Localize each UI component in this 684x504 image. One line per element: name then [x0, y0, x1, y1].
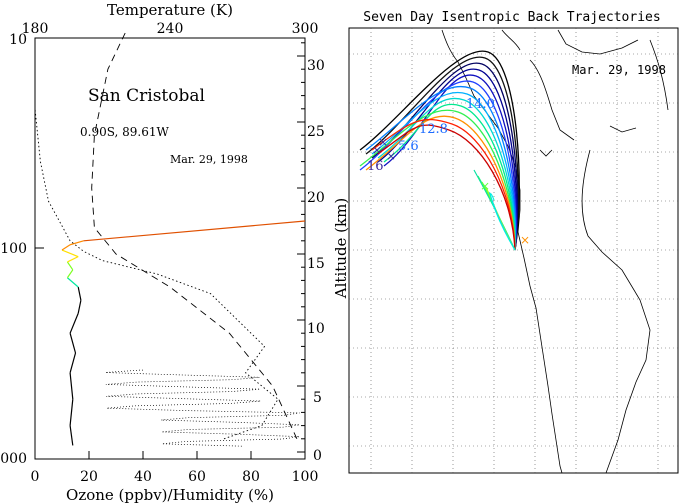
x-bottom-tick-0: 0 — [31, 469, 40, 485]
station-location: 0.90S, 89.61W — [80, 125, 169, 139]
trajectory-label-5-6: 5.6 — [398, 139, 419, 154]
y-right-tick-15: 15 — [307, 256, 325, 272]
trajectory-line — [383, 74, 517, 251]
coastline-segment — [539, 149, 553, 157]
x-top-axis-label: Temperature (K) — [107, 1, 233, 19]
coastline-segment — [557, 29, 639, 55]
x-top-tick-240: 240 — [157, 21, 184, 37]
coastline-segment — [501, 29, 521, 51]
trajectory-line — [377, 97, 516, 251]
y-left-tick-1000: 000 — [0, 451, 27, 467]
x-bottom-axis-label: Ozone (ppbv)/Humidity (%) — [66, 486, 274, 504]
x-bottom-tick-40: 40 — [134, 469, 152, 485]
ozone-segment — [69, 240, 84, 246]
trajectory-label-12-8: 12.8 — [419, 122, 448, 137]
ozone-segment — [61, 244, 71, 251]
trajectory-line — [359, 80, 517, 251]
x-bottom-tick-80: 80 — [242, 469, 260, 485]
trajectory-marker: × — [372, 143, 382, 157]
trajectory-marker: × — [378, 135, 388, 149]
map-date: Mar. 29, 1998 — [572, 63, 666, 77]
ozone-segment — [77, 286, 82, 301]
trajectory-marker: × — [386, 149, 396, 163]
ozone-segment — [69, 425, 74, 446]
x-top-tick-180: 180 — [22, 21, 49, 37]
trajectory-line-short — [489, 193, 516, 251]
ozone-segment — [66, 269, 74, 279]
ozone-segment — [67, 256, 79, 263]
sounding-axis-ticks — [34, 37, 306, 460]
trajectory-label-16: 16 — [367, 159, 384, 174]
trajectory-line — [377, 124, 516, 251]
ozone-segment — [61, 249, 79, 258]
ozone-segment — [66, 261, 74, 271]
trajectory-line — [371, 118, 516, 251]
ozone-segment — [69, 372, 74, 400]
coastline-segment — [609, 125, 637, 133]
trajectory-panel: Seven Day Isentropic Back Trajectories ×… — [348, 10, 679, 474]
y-left-tick-10: 10 — [9, 32, 27, 48]
x-bottom-tick-60: 60 — [188, 469, 206, 485]
ozone-segment — [69, 313, 79, 334]
map-grid — [349, 28, 678, 473]
station-name: San Cristobal — [88, 86, 205, 106]
trajectory-marker: × — [480, 179, 490, 193]
y-right-tick-10: 10 — [307, 321, 325, 337]
coastline-segment — [649, 39, 669, 111]
y-right-axis-label: Altitude (km) — [332, 198, 350, 299]
ozone-segment — [69, 352, 77, 373]
y-right-tick-5: 5 — [313, 390, 322, 406]
coastline-segment — [529, 59, 575, 141]
ozone-segment — [67, 277, 79, 288]
map-title: Seven Day Isentropic Back Trajectories — [363, 10, 660, 25]
sounding-panel: 0 20 40 60 80 100 Ozone (ppbv)/Humidity … — [0, 1, 350, 504]
y-right-tick-0: 0 — [313, 448, 322, 464]
map-frame — [348, 27, 679, 474]
trajectory-line — [371, 62, 519, 251]
trajectory-line — [371, 91, 516, 251]
x-bottom-tick-20: 20 — [80, 469, 98, 485]
trajectory-line — [359, 109, 516, 251]
ozone-segment — [77, 300, 82, 314]
trajectory-marker: × — [520, 233, 530, 247]
x-bottom-tick-100: 100 — [292, 469, 319, 485]
trajectory-line — [365, 85, 517, 251]
ozone-segment — [69, 399, 74, 426]
sounding-date: Mar. 29, 1998 — [170, 153, 248, 166]
coastline-segment — [441, 29, 563, 474]
coastline — [441, 29, 669, 474]
ozone-segment — [83, 220, 306, 242]
y-right-tick-20: 20 — [307, 190, 325, 206]
y-right-tick-30: 30 — [307, 58, 325, 74]
y-right-tick-25: 25 — [307, 124, 325, 140]
humidity-noise — [105, 369, 300, 447]
trajectory-line — [365, 115, 516, 251]
y-left-tick-100: 100 — [0, 241, 27, 257]
x-top-tick-300: 300 — [292, 21, 319, 37]
ozone-segment — [69, 333, 77, 354]
coastline-segment — [581, 149, 651, 474]
temperature-line — [91, 29, 298, 439]
trajectory-label-14: 14.0 — [466, 97, 495, 112]
trajectory-line — [365, 56, 519, 251]
trajectory-line — [359, 50, 520, 251]
trajectory-line — [383, 103, 516, 251]
sounding-profiles — [34, 29, 306, 447]
trajectories: ×× ××× — [359, 50, 530, 251]
